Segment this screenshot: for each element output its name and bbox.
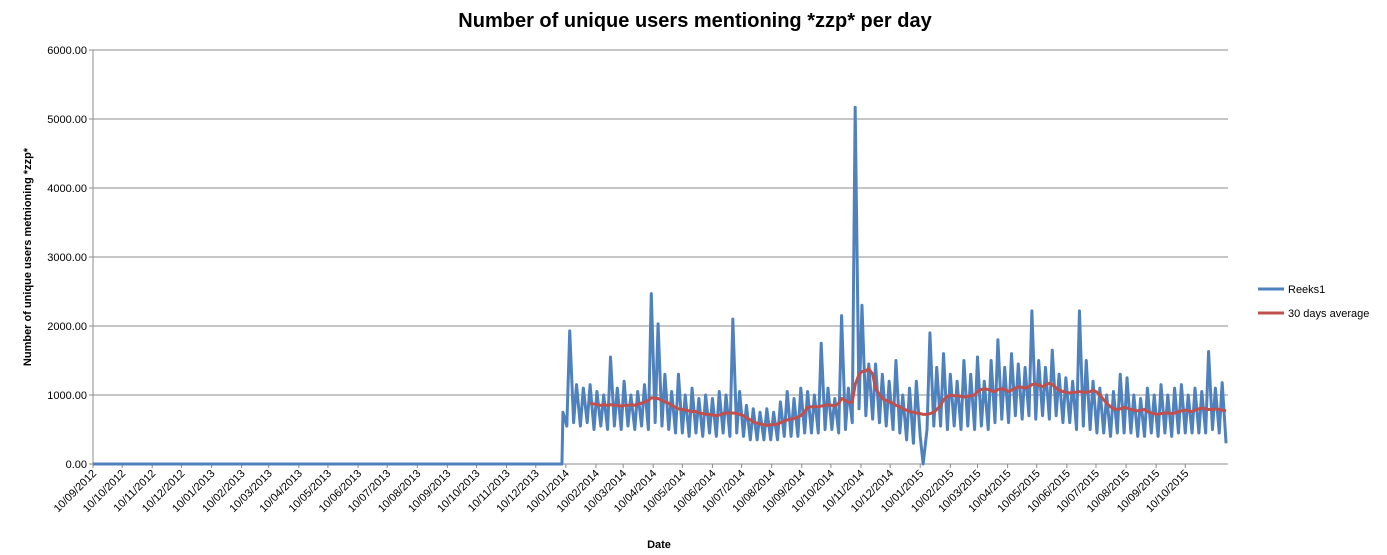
y-tick-label: 6000.00 xyxy=(47,45,87,57)
y-tick-label: 0.00 xyxy=(66,459,87,471)
y-tick-label: 3000.00 xyxy=(47,252,87,264)
y-tick-label: 4000.00 xyxy=(47,183,87,195)
line-series xyxy=(589,367,1227,427)
y-axis-label: Number of unique users metnioning *zzp* xyxy=(22,147,34,366)
x-axis-label: Date xyxy=(647,539,671,551)
legend-label: Reeks1 xyxy=(1288,284,1325,296)
plot-area xyxy=(93,105,1228,466)
chart-title: Number of unique users mentioning *zzp* … xyxy=(458,10,932,32)
legend: Reeks1 30 days average xyxy=(1258,284,1369,320)
y-tick-label: 1000.00 xyxy=(47,390,87,402)
line-series xyxy=(93,105,1228,466)
y-tick-label: 2000.00 xyxy=(47,321,87,333)
legend-label: 30 days average xyxy=(1288,308,1369,320)
y-tick-label: 5000.00 xyxy=(47,114,87,126)
